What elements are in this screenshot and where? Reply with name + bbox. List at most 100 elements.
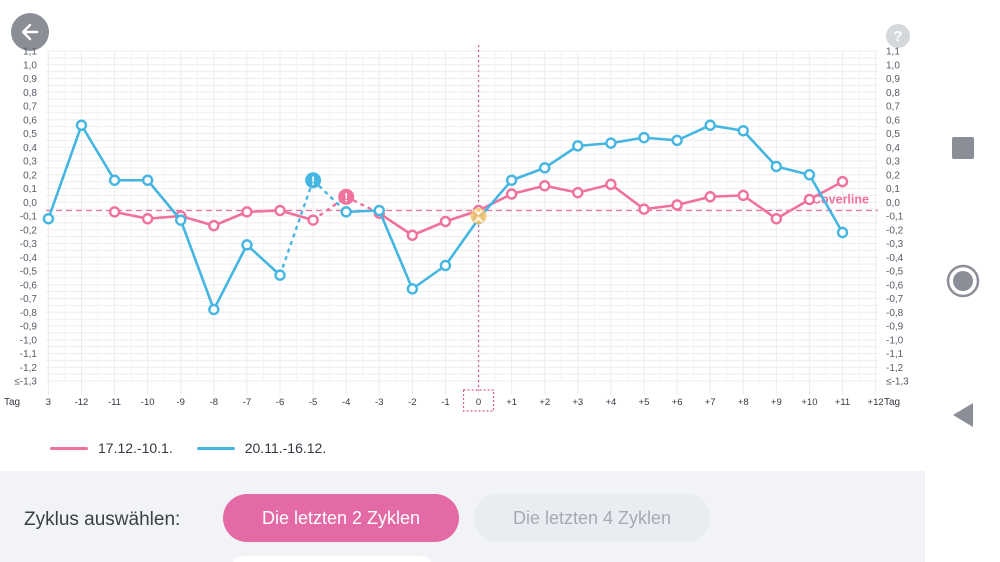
- x-tick-label: -5: [309, 397, 317, 408]
- y-tick-label-left: 0,3: [23, 157, 37, 168]
- data-point: [737, 125, 749, 137]
- data-point: [505, 174, 518, 186]
- x-axis-label-left: Tag: [4, 397, 20, 408]
- data-point: [141, 174, 154, 186]
- series-line: [346, 123, 844, 291]
- data-point: [208, 219, 220, 232]
- legend-item-cycle-2: 20.11.-16.12.: [196, 440, 327, 456]
- y-tick-label-left: 0,1: [23, 184, 37, 195]
- y-tick-label-right: 0,2: [886, 170, 900, 181]
- y-tick-label-right: ≤-1,3: [886, 377, 909, 388]
- y-tick-label-right: 0,6: [886, 115, 900, 126]
- data-point: [439, 215, 452, 228]
- data-point: [208, 303, 220, 316]
- x-tick-label: -3: [375, 397, 383, 408]
- excluded-value-icon-label: !: [344, 190, 348, 204]
- y-tick-label-right: -1,0: [886, 335, 904, 346]
- data-point: [770, 213, 783, 225]
- ovulation-marker-icon: [473, 209, 484, 223]
- series-dashed-bridge: [278, 179, 315, 276]
- y-tick-label-right: -0,7: [886, 294, 904, 305]
- back-button[interactable]: [11, 13, 49, 51]
- data-point: [737, 189, 749, 202]
- y-tick-label-right: -0,5: [886, 267, 904, 278]
- arrow-left-icon: [21, 23, 39, 41]
- x-tick-label: +1: [506, 397, 517, 408]
- y-tick-label-right: 0,0: [886, 198, 900, 209]
- legend-item-cycle-1: 17.12.-10.1.: [50, 440, 173, 456]
- x-tick-label: +6: [672, 397, 683, 408]
- data-point: [605, 137, 617, 149]
- y-tick-label-left: 0,0: [23, 198, 37, 209]
- ovulation-day-box: [462, 389, 495, 412]
- triangle-back-icon: [952, 403, 973, 427]
- y-tick-label-left: -0,3: [20, 239, 38, 250]
- x-tick-label: +9: [771, 397, 782, 408]
- data-point: [605, 178, 617, 191]
- data-point: [175, 214, 187, 226]
- data-point: [241, 206, 253, 218]
- x-tick-label: -10: [141, 397, 155, 408]
- data-point: [638, 131, 650, 144]
- y-tick-label-right: 0,9: [886, 74, 900, 85]
- last-4-cycles-button[interactable]: Die letzten 4 Zyklen: [474, 494, 710, 542]
- x-tick-label: -6: [276, 397, 284, 408]
- y-tick-label-right: 0,8: [886, 88, 900, 99]
- home-button[interactable]: [925, 259, 1000, 303]
- data-point: [704, 119, 716, 131]
- cycle-select-label: Zyklus auswählen:: [24, 509, 181, 530]
- y-tick-label-left: 0,9: [23, 74, 37, 85]
- x-tick-label: +3: [572, 397, 583, 408]
- y-tick-label-left: 1,0: [23, 60, 37, 71]
- excluded-value-icon: [305, 172, 322, 189]
- y-tick-label-right: -1,2: [886, 363, 904, 374]
- y-tick-label-right: -0,4: [886, 253, 904, 264]
- data-point: [42, 213, 55, 225]
- data-point: [539, 180, 551, 192]
- x-tick-label: +11: [835, 397, 850, 408]
- data-point: [340, 206, 352, 218]
- circle-home-icon: [946, 264, 979, 298]
- y-tick-label-left: ≤-1,3: [14, 377, 37, 388]
- legend-swatch: [50, 446, 88, 450]
- x-axis-label-right: Tag: [884, 397, 900, 408]
- y-tick-label-right: -0,6: [886, 280, 904, 291]
- x-tick-label: -11: [108, 397, 121, 408]
- recent-apps-button[interactable]: [925, 128, 1000, 168]
- cycle-select-panel: Zyklus auswählen: Die letzten 2 Zyklen D…: [0, 471, 925, 562]
- legend-label: 17.12.-10.1.: [98, 440, 173, 456]
- y-tick-label-left: 0,5: [23, 129, 37, 140]
- data-point: [141, 213, 154, 225]
- y-tick-label-right: 0,1: [886, 184, 900, 195]
- data-point: [836, 226, 849, 239]
- x-tick-label: 0: [476, 397, 481, 408]
- x-tick-label: -9: [177, 397, 185, 408]
- data-point: [75, 119, 88, 131]
- legend-label: 20.11.-16.12.: [244, 440, 327, 456]
- data-point: [638, 203, 650, 215]
- series-dashed-bridge: [345, 195, 380, 215]
- x-tick-label: -8: [210, 397, 218, 408]
- x-tick-label: +8: [738, 397, 749, 408]
- data-point: [307, 214, 319, 226]
- y-tick-label-left: 0,6: [23, 115, 37, 126]
- y-tick-label-right: -0,9: [886, 322, 904, 333]
- help-button[interactable]: ?: [886, 24, 910, 48]
- y-tick-label-left: -0,4: [20, 253, 38, 264]
- y-tick-label-left: -0,1: [20, 212, 38, 223]
- y-tick-label-left: -0,2: [20, 225, 38, 236]
- square-icon: [951, 137, 974, 159]
- x-tick-label: +2: [539, 397, 550, 408]
- y-tick-label-right: -1,1: [886, 349, 904, 360]
- data-point: [539, 162, 551, 174]
- partial-button[interactable]: [232, 556, 432, 562]
- y-tick-label-right: 1,0: [886, 60, 900, 71]
- last-2-cycles-button[interactable]: Die letzten 2 Zyklen: [223, 494, 459, 542]
- data-point: [836, 175, 849, 188]
- y-tick-label-left: 0,7: [23, 102, 37, 113]
- y-tick-label-left: -0,5: [20, 267, 38, 278]
- x-tick-label: 3: [46, 397, 51, 408]
- x-tick-label: +7: [705, 397, 716, 408]
- x-tick-label: +4: [605, 397, 616, 408]
- back-nav-button[interactable]: [925, 395, 1000, 435]
